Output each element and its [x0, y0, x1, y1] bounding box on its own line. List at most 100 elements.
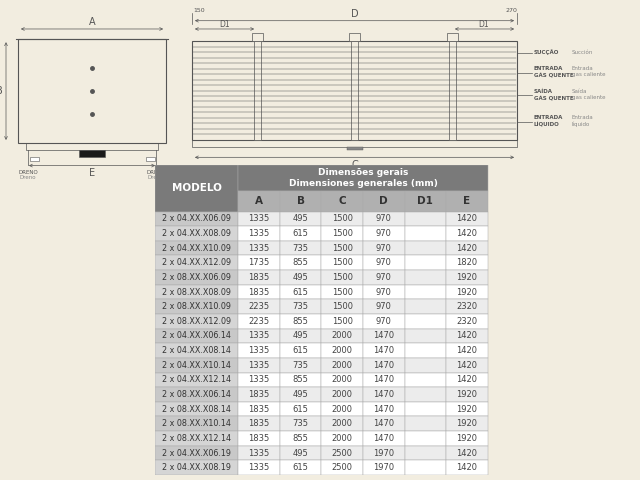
Bar — [155, 300, 239, 314]
Bar — [363, 300, 404, 314]
Bar — [280, 255, 321, 270]
Text: 2235: 2235 — [248, 302, 269, 311]
Text: 615: 615 — [292, 346, 308, 355]
Text: 2 x 04.XX.X08.09: 2 x 04.XX.X08.09 — [162, 229, 231, 238]
Bar — [155, 460, 239, 475]
Text: 855: 855 — [292, 375, 308, 384]
Text: 2235: 2235 — [248, 317, 269, 326]
Text: 2 x 08.XX.X06.14: 2 x 08.XX.X06.14 — [163, 390, 231, 399]
Bar — [449, 41, 456, 140]
Text: D: D — [351, 9, 358, 19]
Text: 1835: 1835 — [248, 273, 270, 282]
Text: C: C — [339, 196, 346, 206]
Bar — [239, 212, 280, 226]
Bar — [280, 270, 321, 285]
Bar — [404, 270, 446, 285]
Bar — [239, 300, 280, 314]
Bar — [363, 329, 404, 343]
Bar — [155, 446, 239, 460]
Text: 2 x 08.XX.X12.09: 2 x 08.XX.X12.09 — [162, 317, 231, 326]
Bar — [321, 460, 363, 475]
Bar — [321, 431, 363, 446]
Bar — [280, 387, 321, 402]
Bar — [321, 285, 363, 300]
Bar — [404, 387, 446, 402]
Bar — [321, 402, 363, 417]
Text: 1920: 1920 — [456, 434, 477, 443]
Bar — [446, 226, 488, 241]
Bar — [155, 255, 239, 270]
Text: D: D — [380, 196, 388, 206]
Text: 495: 495 — [293, 331, 308, 340]
Text: 1470: 1470 — [373, 360, 394, 370]
Text: DRENO: DRENO — [18, 170, 38, 175]
Bar — [239, 402, 280, 417]
Bar — [239, 255, 280, 270]
Text: 970: 970 — [376, 258, 392, 267]
Bar — [155, 343, 239, 358]
Text: 615: 615 — [292, 463, 308, 472]
Bar — [363, 343, 404, 358]
Text: 1335: 1335 — [248, 331, 270, 340]
Text: 1470: 1470 — [373, 346, 394, 355]
Text: 1920: 1920 — [456, 390, 477, 399]
Bar — [321, 270, 363, 285]
Text: 855: 855 — [292, 258, 308, 267]
Text: 970: 970 — [376, 243, 392, 252]
Text: 735: 735 — [292, 243, 308, 252]
Text: 1835: 1835 — [248, 390, 270, 399]
Text: 735: 735 — [292, 302, 308, 311]
Bar — [321, 314, 363, 329]
Bar — [239, 314, 280, 329]
Bar — [404, 300, 446, 314]
Text: 970: 970 — [376, 214, 392, 223]
Bar — [404, 358, 446, 372]
Bar — [404, 343, 446, 358]
Bar — [280, 460, 321, 475]
Text: 1420: 1420 — [456, 448, 477, 457]
Bar — [252, 33, 262, 41]
Text: 970: 970 — [376, 302, 392, 311]
Bar — [363, 460, 404, 475]
Bar — [446, 285, 488, 300]
Text: 2320: 2320 — [456, 302, 477, 311]
Bar — [321, 226, 363, 241]
Bar — [363, 402, 404, 417]
Text: 615: 615 — [292, 405, 308, 414]
Text: 1970: 1970 — [373, 448, 394, 457]
Bar — [280, 343, 321, 358]
Text: 2 x 04.XX.X12.09: 2 x 04.XX.X12.09 — [162, 258, 231, 267]
Bar — [321, 358, 363, 372]
Bar — [280, 431, 321, 446]
Bar — [446, 212, 488, 226]
Bar — [280, 417, 321, 431]
Text: Succión: Succión — [572, 49, 593, 55]
Text: 495: 495 — [293, 390, 308, 399]
Bar — [321, 241, 363, 255]
Bar — [363, 270, 404, 285]
Bar — [404, 241, 446, 255]
Text: D1: D1 — [479, 20, 490, 29]
Text: Dreno: Dreno — [20, 175, 36, 180]
Bar — [239, 329, 280, 343]
Bar — [446, 387, 488, 402]
Text: 1335: 1335 — [248, 375, 270, 384]
Text: 2000: 2000 — [332, 434, 353, 443]
Text: 2 x 04.XX.X08.14: 2 x 04.XX.X08.14 — [163, 346, 231, 355]
Text: 2000: 2000 — [332, 375, 353, 384]
Text: 495: 495 — [293, 273, 308, 282]
Text: 1420: 1420 — [456, 331, 477, 340]
Text: 1335: 1335 — [248, 346, 270, 355]
Text: 970: 970 — [376, 288, 392, 297]
Text: 2000: 2000 — [332, 331, 353, 340]
Text: 1835: 1835 — [248, 419, 270, 428]
Bar — [155, 358, 239, 372]
Bar — [239, 387, 280, 402]
Text: Entrada
gas caliente: Entrada gas caliente — [572, 66, 605, 77]
Bar — [363, 417, 404, 431]
Bar — [321, 446, 363, 460]
Text: 855: 855 — [292, 317, 308, 326]
Text: 2 x 08.XX.X10.09: 2 x 08.XX.X10.09 — [162, 302, 231, 311]
Bar — [155, 372, 239, 387]
Text: 2 x 04.XX.X12.14: 2 x 04.XX.X12.14 — [162, 375, 231, 384]
